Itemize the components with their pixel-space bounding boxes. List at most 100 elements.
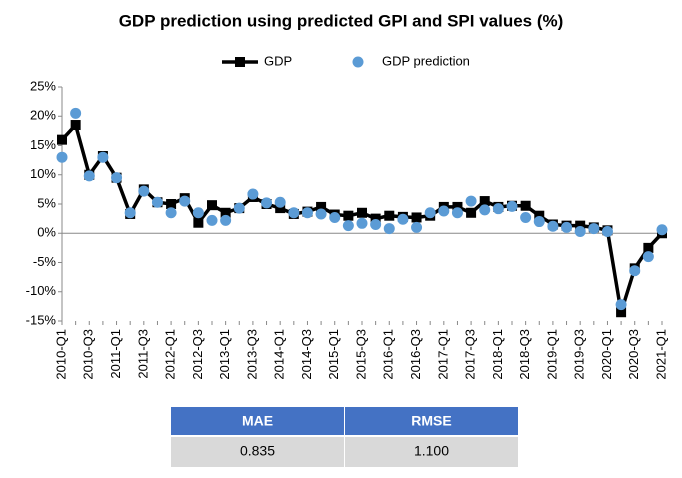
gdp-marker (275, 203, 286, 214)
prediction-marker (424, 207, 436, 219)
prediction-marker (124, 207, 136, 219)
prediction-marker (342, 220, 354, 232)
y-tick-label: 25% (30, 78, 56, 93)
gdp-marker (57, 134, 67, 145)
prediction-marker (329, 211, 341, 223)
prediction-marker (397, 213, 409, 225)
table-value: 0.835 (240, 443, 275, 459)
prediction-marker (601, 225, 613, 237)
prediction-marker (247, 188, 259, 200)
gdp-marker (70, 120, 81, 131)
x-tick-label: 2010-Q3 (81, 329, 96, 380)
prediction-marker (479, 204, 491, 216)
gdp-marker (370, 213, 381, 224)
prediction-marker (179, 195, 191, 207)
prediction-marker (520, 211, 532, 223)
x-tick-label: 2011-Q1 (108, 329, 123, 379)
prediction-marker (438, 205, 450, 217)
x-tick-label: 2013-Q1 (217, 329, 232, 380)
x-tick-label: 2012-Q1 (163, 329, 178, 380)
chart-title: GDP prediction using predicted GPI and S… (119, 11, 564, 30)
legend-label: GDP (264, 53, 292, 68)
gdp-marker (575, 220, 586, 231)
y-tick-label: -15% (26, 312, 57, 327)
prediction-marker (83, 170, 95, 182)
prediction-marker (383, 223, 395, 235)
prediction-marker (451, 207, 463, 219)
prediction-marker (561, 221, 573, 233)
prediction-marker (56, 151, 68, 163)
y-tick-label: 0% (37, 225, 56, 240)
x-tick-label: 2010-Q1 (53, 329, 68, 380)
table-cell (345, 437, 518, 467)
table-value: 1.100 (414, 443, 449, 459)
x-tick-label: 2013-Q3 (244, 329, 259, 380)
x-tick-label: 2016-Q1 (381, 329, 396, 380)
table-header-cell (171, 407, 344, 435)
gdp-marker (534, 210, 545, 221)
prediction-marker (506, 200, 518, 212)
prediction-marker (220, 214, 232, 226)
table-header: MAE (242, 413, 273, 429)
gdp-marker (466, 207, 477, 218)
gdp-marker (411, 212, 422, 223)
x-tick-label: 2014-Q1 (272, 329, 287, 380)
gdp-marker (479, 196, 490, 207)
table-header: RMSE (411, 413, 451, 429)
prediction-marker (288, 207, 300, 219)
prediction-marker (70, 107, 82, 119)
prediction-marker (301, 207, 313, 219)
prediction-marker (547, 220, 559, 232)
gdp-marker (520, 200, 531, 211)
prediction-marker (588, 223, 600, 235)
legend-marker (352, 56, 364, 68)
x-tick-label: 2019-Q3 (572, 329, 587, 380)
table-cell (171, 437, 344, 467)
x-tick-label: 2018-Q3 (517, 329, 532, 380)
gdp-marker (166, 199, 177, 209)
gdp-marker (616, 307, 627, 318)
prediction-marker (111, 172, 123, 184)
prediction-marker (206, 214, 218, 226)
prediction-marker (411, 221, 423, 233)
prediction-marker (574, 225, 586, 237)
prediction-marker (615, 299, 627, 311)
gdp-marker (316, 201, 327, 212)
prediction-marker (492, 203, 504, 215)
x-tick-label: 2020-Q3 (626, 329, 641, 380)
y-tick-label: 10% (30, 166, 56, 181)
x-tick-label: 2015-Q3 (353, 329, 368, 380)
table-header-cell (345, 407, 518, 435)
y-tick-label: 20% (30, 108, 56, 123)
legend-label: GDP prediction (382, 53, 470, 68)
prediction-marker (370, 218, 382, 230)
prediction-marker (315, 208, 327, 220)
gdp-marker (193, 217, 204, 228)
x-tick-label: 2015-Q1 (326, 329, 341, 380)
y-tick-label: 15% (30, 137, 56, 152)
y-tick-label: -5% (33, 254, 57, 269)
gdp-marker (643, 242, 654, 253)
x-tick-label: 2016-Q3 (408, 329, 423, 380)
gdp-marker (357, 207, 367, 218)
x-tick-label: 2014-Q3 (299, 329, 314, 380)
prediction-marker (138, 185, 150, 197)
prediction-marker (465, 195, 477, 207)
x-tick-label: 2020-Q1 (599, 329, 614, 380)
gdp-marker (343, 210, 354, 221)
prediction-marker (233, 202, 245, 214)
prediction-marker (533, 216, 545, 228)
x-tick-label: 2018-Q1 (490, 329, 505, 380)
x-tick-label: 2012-Q3 (190, 329, 205, 380)
gdp-marker (220, 207, 231, 218)
legend-marker (235, 57, 245, 67)
x-tick-label: 2017-Q3 (463, 329, 478, 380)
x-tick-label: 2017-Q1 (435, 329, 450, 380)
prediction-marker (97, 151, 109, 163)
gdp-marker (384, 210, 395, 221)
x-tick-label: 2021-Q1 (653, 329, 668, 380)
y-tick-label: -10% (26, 283, 57, 298)
prediction-marker (151, 196, 163, 208)
gdp-marker (207, 200, 217, 211)
